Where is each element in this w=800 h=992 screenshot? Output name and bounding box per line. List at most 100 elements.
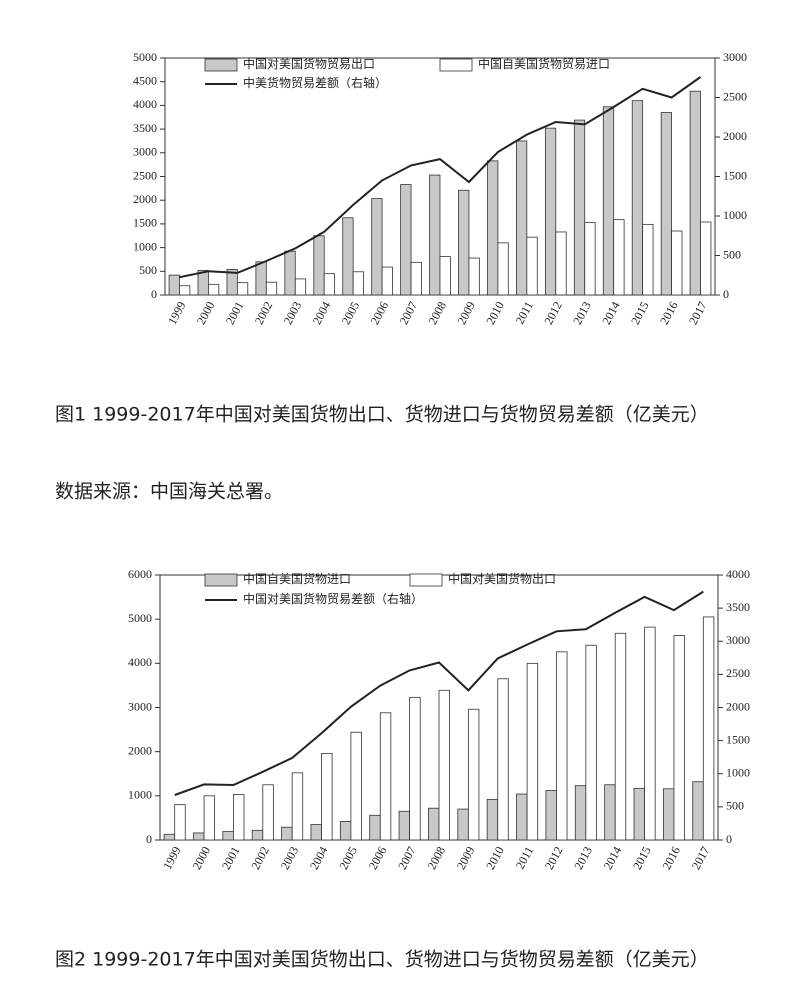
y2-tick-label: 0 (723, 287, 729, 301)
y2-tick-label: 3000 (723, 50, 747, 64)
bar (262, 784, 274, 841)
x-tick-label: 2010 (483, 299, 507, 327)
bar (574, 785, 587, 841)
chart-caption: 图1 1999-2017年中国对美国货物出口、货物进口与货物贸易差额（亿美元） (55, 404, 709, 426)
bar (486, 798, 499, 841)
bar (644, 626, 656, 841)
x-tick-label: 1999 (160, 844, 184, 872)
x-tick-label: 2003 (278, 844, 302, 872)
y2-tick-label: 1000 (726, 766, 750, 780)
x-tick-label: 2000 (194, 299, 218, 327)
bar (671, 230, 683, 296)
bar (516, 793, 528, 841)
x-tick-label: 2015 (630, 844, 654, 872)
bar (163, 833, 176, 841)
bar (631, 100, 644, 296)
bar (291, 772, 304, 841)
bar (555, 231, 567, 296)
legend-swatch (439, 58, 473, 72)
y-tick-label: 1000 (133, 239, 157, 253)
bar (281, 826, 293, 841)
y2-tick-label: 2500 (726, 666, 750, 680)
x-tick-label: 2008 (424, 844, 448, 872)
x-tick-label: 2013 (570, 299, 594, 327)
chart-source: 数据来源：中国海关总署。 (55, 481, 283, 503)
y2-tick-label: 500 (726, 799, 744, 813)
legend-label: 中美货物贸易差额（右轴） (243, 75, 387, 90)
bar (692, 781, 704, 841)
y-tick-label: 5000 (128, 611, 152, 625)
bar (350, 731, 362, 841)
bar (410, 261, 422, 296)
y-tick-label: 4500 (133, 73, 157, 87)
bar (573, 119, 586, 296)
bar (584, 222, 596, 296)
bar (339, 821, 352, 841)
y-tick-label: 4000 (128, 655, 152, 669)
bar (702, 616, 715, 841)
y2-tick-label: 3000 (726, 633, 750, 647)
x-tick-label: 1999 (165, 299, 189, 327)
bar (400, 184, 412, 296)
x-tick-label: 2000 (190, 844, 214, 872)
legend-label: 中国对美国货物贸易出口 (243, 56, 375, 71)
bar (428, 807, 440, 841)
bar (381, 266, 393, 296)
bar (556, 651, 568, 841)
bar (233, 794, 245, 841)
bar (371, 198, 383, 296)
y-tick-label: 3500 (133, 121, 157, 135)
y2-tick-label: 500 (723, 247, 741, 261)
y-tick-label: 3000 (128, 699, 152, 713)
x-tick-label: 2012 (542, 844, 566, 872)
bar (236, 282, 249, 296)
x-tick-label: 2006 (366, 844, 390, 872)
bar (313, 235, 325, 296)
y-tick-label: 0 (146, 832, 152, 846)
bar (255, 261, 267, 296)
bar (193, 832, 205, 841)
bar (294, 278, 307, 296)
bar (265, 281, 278, 296)
bar (613, 219, 625, 296)
bar (642, 223, 654, 296)
y-tick-label: 5000 (133, 50, 157, 64)
chart-caption: 图2 1999-2017年中国对美国货物出口、货物进口与货物贸易差额（亿美元） (55, 949, 709, 971)
bar (585, 644, 597, 841)
bar (379, 712, 392, 841)
bar (342, 217, 354, 296)
x-tick-label: 2003 (281, 299, 305, 327)
bar (497, 678, 509, 841)
bar (323, 273, 336, 296)
x-tick-label: 2009 (454, 844, 478, 872)
bar (251, 829, 264, 841)
bar (457, 808, 469, 841)
x-tick-label: 2015 (628, 299, 652, 327)
bar (203, 795, 216, 841)
bar (439, 256, 451, 296)
bar (487, 160, 499, 296)
x-tick-label: 2014 (601, 844, 625, 872)
bar (545, 790, 557, 841)
bar (689, 90, 701, 296)
x-tick-label: 2014 (599, 299, 623, 327)
balance-line (179, 76, 702, 279)
bar (662, 788, 675, 841)
x-tick-label: 2013 (571, 844, 595, 872)
y-tick-label: 2500 (133, 168, 157, 182)
x-tick-label: 2001 (223, 299, 247, 327)
legend-label: 中国对美国货物贸易差额（右轴） (243, 591, 423, 606)
bar (614, 632, 627, 841)
y2-tick-label: 3500 (726, 600, 750, 614)
bar (458, 189, 470, 296)
bar (409, 696, 421, 841)
x-tick-label: 2007 (397, 299, 421, 327)
x-tick-label: 2010 (483, 844, 507, 872)
x-tick-label: 2005 (336, 844, 360, 872)
x-tick-label: 2017 (686, 299, 710, 327)
legend-label: 中国自美国货物贸易进口 (478, 56, 610, 71)
x-tick-label: 2002 (248, 844, 272, 872)
y-tick-label: 2000 (128, 743, 152, 757)
x-tick-label: 2007 (395, 844, 419, 872)
